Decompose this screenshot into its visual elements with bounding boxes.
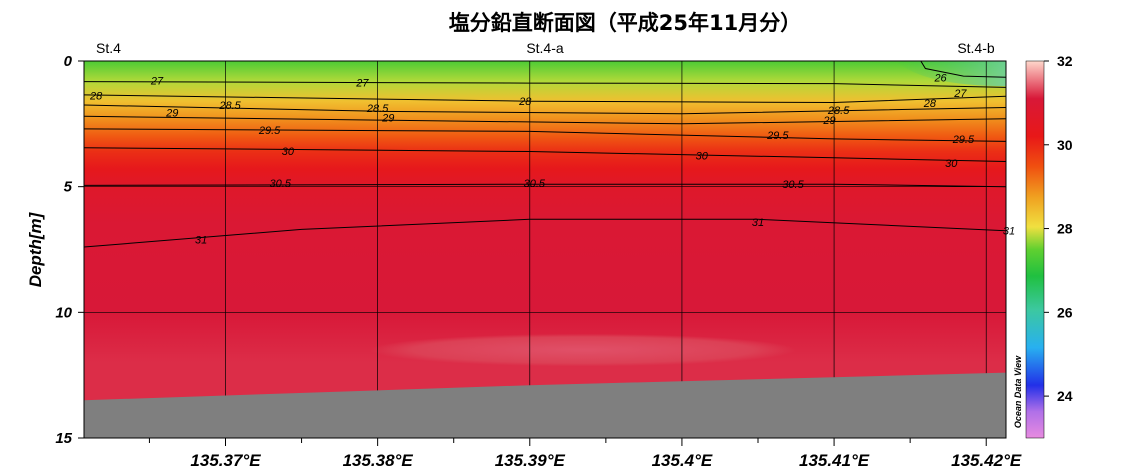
y-tick-label: 15 bbox=[55, 430, 72, 447]
contour-label: 30.5 bbox=[524, 178, 546, 190]
plot-frame bbox=[83, 60, 1007, 439]
y-tick-label: 10 bbox=[55, 304, 72, 321]
contour-label: 30 bbox=[696, 150, 709, 162]
x-tick-label: 135.42°E bbox=[951, 451, 1022, 470]
high-salinity-lens bbox=[370, 333, 797, 367]
x-axis: 135.37°E 135.38°E 135.39°E 135.4°E 135.41°E 1… bbox=[148, 438, 1022, 470]
contour-label: 28.5 bbox=[218, 100, 241, 112]
salinity-field bbox=[84, 61, 1006, 438]
contour-label: 31 bbox=[1003, 226, 1015, 238]
x-tick-label: 135.37°E bbox=[190, 451, 261, 470]
credit-text: Ocean Data View bbox=[1013, 355, 1023, 428]
contour-label: 29 bbox=[165, 108, 178, 120]
contour-line-30 bbox=[84, 147, 1006, 162]
contour-label: 30.5 bbox=[270, 178, 292, 190]
contour-line-28 bbox=[84, 94, 1006, 104]
contour-label: 26 bbox=[933, 72, 947, 84]
y-axis: 0 5 10 15 bbox=[55, 53, 84, 447]
contour-line-27 bbox=[84, 81, 1006, 88]
x-tick-label: 135.38°E bbox=[343, 451, 414, 470]
contour-label: 28 bbox=[923, 98, 937, 110]
contour-line-30.5 bbox=[84, 183, 1006, 188]
station-label: St.4 bbox=[96, 40, 121, 56]
x-tick-label: 135.39°E bbox=[495, 451, 566, 470]
y-tick-label: 5 bbox=[64, 179, 73, 196]
colorbar bbox=[1025, 60, 1045, 439]
x-tick-label: 135.41°E bbox=[799, 451, 870, 470]
contour-label: 30 bbox=[945, 158, 958, 170]
contour-label: 28.5 bbox=[827, 105, 850, 117]
colorbar-tick-label: 28 bbox=[1057, 221, 1073, 237]
colorbar-tick-label: 30 bbox=[1057, 137, 1073, 153]
contour-label: 29.5 bbox=[766, 130, 789, 142]
contour-line-29.5 bbox=[84, 128, 1006, 142]
contour-label: 31 bbox=[752, 217, 764, 229]
seabed-area bbox=[84, 372, 1006, 438]
chart-title: 塩分鉛直断面図（平成25年11月分） bbox=[449, 11, 801, 35]
station-label: St.4-a bbox=[526, 40, 564, 56]
contour-label: 30 bbox=[282, 146, 295, 158]
contour-label: 29.5 bbox=[952, 134, 975, 146]
colorbar-ticks: 24 26 28 30 32 bbox=[1044, 53, 1073, 404]
y-tick-label: 0 bbox=[64, 53, 73, 70]
contour-line-29 bbox=[84, 115, 1006, 125]
contour-label: 28 bbox=[518, 96, 532, 108]
x-tick-label: 135.4°E bbox=[652, 451, 713, 470]
station-labels: St.4 St.4-a St.4-b bbox=[96, 40, 995, 56]
colorbar-tick-label: 24 bbox=[1057, 388, 1073, 404]
contour-line-31 bbox=[84, 218, 1006, 248]
contour-label: 28.5 bbox=[366, 103, 389, 115]
contour-label: 31 bbox=[195, 234, 207, 246]
colorbar-tick-label: 32 bbox=[1057, 53, 1073, 69]
y-axis-label: Depth[m] bbox=[26, 211, 45, 287]
colorbar-tick-label: 26 bbox=[1057, 304, 1073, 320]
contour-label: 27 bbox=[355, 77, 369, 89]
station-label: St.4-b bbox=[957, 40, 995, 56]
contour-label: 29 bbox=[822, 115, 835, 127]
contour-label: 28 bbox=[89, 91, 103, 103]
contour-label: 29.5 bbox=[258, 125, 281, 137]
plot-area bbox=[84, 61, 1006, 438]
contour-line-26 bbox=[920, 61, 1006, 78]
contour-label: 30.5 bbox=[782, 179, 804, 191]
contour-label: 27 bbox=[150, 76, 164, 88]
contour-line-28.5 bbox=[84, 104, 1006, 115]
contour-lines bbox=[84, 61, 1006, 248]
contour-label: 27 bbox=[953, 88, 967, 100]
contour-label: 29 bbox=[381, 113, 394, 125]
